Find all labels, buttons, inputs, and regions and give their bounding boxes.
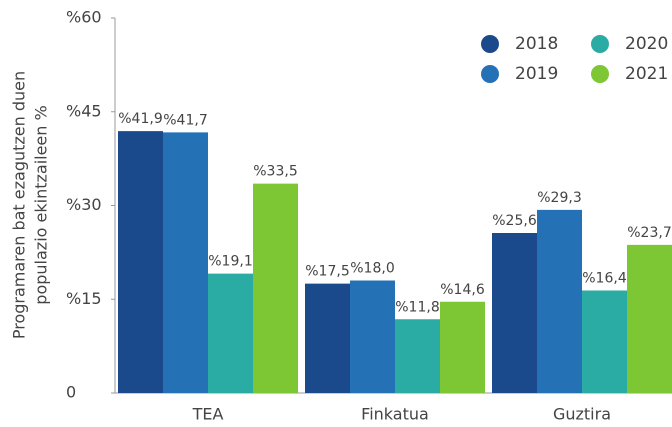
legend-marker xyxy=(591,35,609,53)
bar xyxy=(537,209,582,393)
legend-marker xyxy=(481,35,499,53)
y-axis-label: Programaren bat ezagutzen duen xyxy=(10,71,29,339)
bar xyxy=(440,301,485,393)
legend-label: 2018 xyxy=(515,34,558,54)
legend-marker xyxy=(591,65,609,83)
value-label: %18,0 xyxy=(350,261,394,277)
x-tick-label: Finkatua xyxy=(361,405,429,424)
value-label: %41,7 xyxy=(163,112,207,128)
y-tick-label: %15 xyxy=(66,289,102,308)
value-label: %33,5 xyxy=(253,164,297,180)
legend-label: 2019 xyxy=(515,64,558,84)
legend-label: 2021 xyxy=(625,64,668,84)
bar xyxy=(118,131,163,393)
value-label: %25,6 xyxy=(492,213,537,229)
value-label: %17,5 xyxy=(305,264,349,280)
bar xyxy=(350,280,395,393)
y-tick-label: %45 xyxy=(66,101,102,120)
bar xyxy=(163,132,208,393)
bar xyxy=(253,183,298,393)
y-tick-label: %60 xyxy=(66,8,102,27)
y-axis-label: populazio ekintzaileen % xyxy=(32,105,51,304)
bar xyxy=(582,290,627,393)
bar xyxy=(208,273,253,393)
bar xyxy=(492,233,537,393)
value-label: %14,6 xyxy=(440,282,485,298)
legend-label: 2020 xyxy=(625,34,668,54)
bar xyxy=(627,244,672,393)
value-label: %41,9 xyxy=(118,111,162,127)
legend-marker xyxy=(481,65,499,83)
bar xyxy=(395,319,440,393)
y-tick-label: 0 xyxy=(66,383,76,402)
y-tick-label: %30 xyxy=(66,195,102,214)
bar xyxy=(305,283,350,393)
value-label: %19,1 xyxy=(208,254,252,270)
value-label: %23,7 xyxy=(627,225,671,241)
value-label: %16,4 xyxy=(582,271,627,287)
value-label: %11,8 xyxy=(395,299,439,315)
x-tick-label: TEA xyxy=(192,405,224,424)
value-label: %29,3 xyxy=(537,190,581,206)
x-tick-label: Guztira xyxy=(553,405,611,424)
